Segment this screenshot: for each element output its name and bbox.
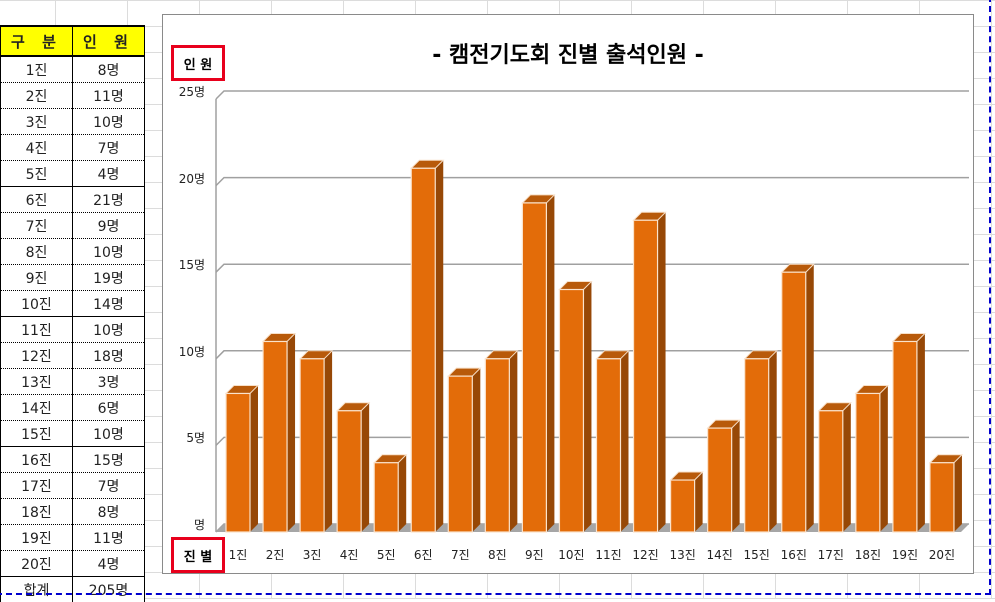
selection-border [0, 0, 991, 595]
